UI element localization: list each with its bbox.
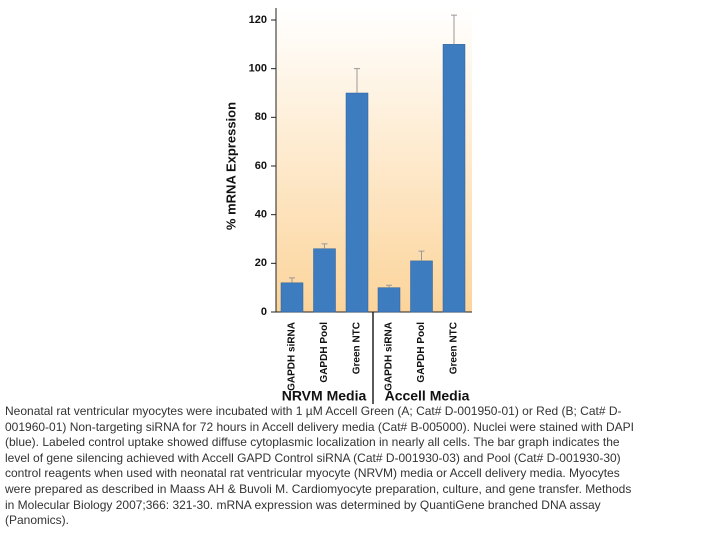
x-tick-label: GAPDH siRNA — [287, 322, 298, 391]
caption-line: in Molecular Biology 2007;366: 321-30. m… — [5, 497, 601, 512]
x-tick-label: GAPDH Pool — [319, 322, 330, 383]
caption-line: 001960-01) Non-targeting siRNA for 72 ho… — [5, 419, 634, 434]
x-tick-label: GAPDH Pool — [416, 322, 427, 383]
bar — [410, 260, 433, 313]
bar — [345, 92, 369, 313]
caption-line: (blue). Labeled control uptake showed di… — [5, 435, 620, 450]
bar — [442, 44, 466, 313]
x-tick-label: Green NTC — [449, 322, 460, 374]
bar — [313, 248, 336, 313]
error-bar — [321, 243, 328, 249]
y-tick-label: 120 — [249, 14, 267, 26]
group-label: NRVM Media — [282, 388, 367, 404]
y-tick-label: 20 — [255, 257, 267, 269]
plot-background — [276, 8, 472, 312]
error-bar — [354, 68, 360, 93]
caption-line: control reagents when used with neonatal… — [5, 466, 620, 481]
y-tick-label: 40 — [255, 209, 267, 221]
chart: % mRNA Expression 0 20 40 60 80 100 120 GAPDH s… — [223, 8, 472, 410]
x-tick-label: GAPDH siRNA — [384, 322, 395, 391]
y-axis-label: % mRNA Expression — [223, 102, 238, 230]
y-tick-label: 100 — [249, 63, 267, 75]
y-tick-label: 0 — [261, 306, 267, 318]
error-bar — [451, 14, 457, 45]
bar — [280, 282, 304, 313]
x-tick-label: Green NTC — [352, 322, 363, 374]
caption-line: Neonatal rat ventricular myocytes were i… — [5, 404, 622, 418]
caption-line: level of gene silencing achieved with Ac… — [5, 450, 621, 465]
group-label: Accell Media — [385, 388, 470, 404]
caption-line: (Panomics). — [5, 513, 70, 528]
caption: Neonatal rat ventricular myocytes were i… — [5, 404, 634, 529]
y-tick-label: 60 — [255, 160, 267, 172]
bar — [377, 287, 401, 313]
error-bar — [418, 250, 425, 261]
y-tick-label: 80 — [255, 111, 267, 123]
caption-line: were prepared as described in Maass AH &… — [5, 481, 632, 496]
error-bar — [289, 277, 295, 283]
error-bar — [386, 284, 392, 288]
